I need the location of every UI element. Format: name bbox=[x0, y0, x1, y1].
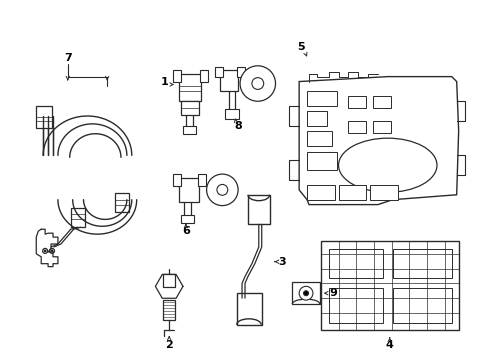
Bar bbox=[225, 109, 239, 119]
Bar bbox=[216, 67, 223, 77]
Bar bbox=[198, 174, 206, 186]
Bar bbox=[292, 282, 320, 304]
Bar bbox=[329, 249, 383, 278]
Bar bbox=[348, 121, 366, 133]
Bar bbox=[179, 178, 199, 202]
Circle shape bbox=[304, 291, 309, 296]
Bar bbox=[339, 185, 366, 200]
Circle shape bbox=[240, 66, 275, 101]
Bar bbox=[179, 74, 201, 101]
Circle shape bbox=[217, 184, 228, 195]
Bar bbox=[392, 288, 452, 323]
Text: 8: 8 bbox=[234, 121, 242, 131]
Circle shape bbox=[45, 250, 46, 252]
Ellipse shape bbox=[339, 138, 437, 192]
Bar bbox=[373, 96, 391, 108]
Bar bbox=[348, 96, 366, 108]
Circle shape bbox=[299, 286, 313, 300]
Bar bbox=[181, 101, 199, 115]
Bar bbox=[370, 185, 397, 200]
Bar bbox=[71, 208, 84, 227]
Bar bbox=[200, 70, 208, 82]
Bar bbox=[173, 174, 181, 186]
Bar bbox=[329, 288, 383, 323]
Bar bbox=[348, 148, 366, 162]
Bar bbox=[321, 241, 459, 330]
Bar bbox=[373, 148, 391, 162]
Bar bbox=[307, 111, 327, 126]
Text: 6: 6 bbox=[182, 226, 190, 236]
Text: 5: 5 bbox=[297, 42, 305, 52]
Text: 7: 7 bbox=[64, 53, 72, 63]
Polygon shape bbox=[299, 77, 459, 204]
Circle shape bbox=[43, 248, 48, 253]
Bar bbox=[220, 70, 238, 91]
Bar bbox=[392, 249, 452, 278]
Circle shape bbox=[252, 78, 264, 89]
Bar bbox=[373, 121, 391, 133]
Bar bbox=[163, 300, 175, 320]
Bar bbox=[307, 152, 337, 170]
Circle shape bbox=[51, 250, 53, 252]
Circle shape bbox=[49, 248, 54, 253]
Bar bbox=[181, 215, 194, 223]
Bar bbox=[163, 274, 175, 287]
Bar bbox=[237, 293, 262, 325]
Bar bbox=[248, 195, 270, 224]
Circle shape bbox=[207, 174, 238, 206]
Bar bbox=[36, 106, 52, 128]
Bar bbox=[237, 67, 245, 77]
Bar bbox=[307, 91, 337, 106]
Text: 4: 4 bbox=[386, 341, 393, 350]
Text: 9: 9 bbox=[330, 288, 338, 298]
Bar bbox=[115, 193, 129, 212]
Text: 3: 3 bbox=[279, 257, 286, 267]
Text: 1: 1 bbox=[160, 77, 168, 86]
Bar bbox=[307, 185, 335, 200]
Bar bbox=[173, 70, 181, 82]
Bar bbox=[307, 131, 332, 145]
Bar bbox=[183, 126, 196, 134]
Text: 2: 2 bbox=[165, 341, 173, 350]
